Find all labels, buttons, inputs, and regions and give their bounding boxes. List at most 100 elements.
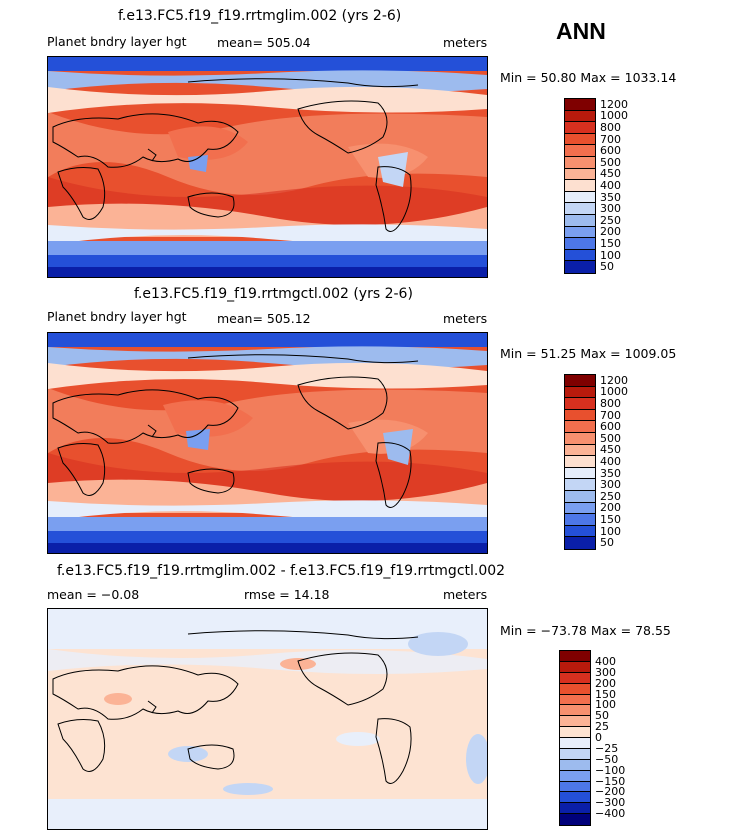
colorbar-label: 300 bbox=[600, 478, 621, 492]
colorbar-swatch bbox=[560, 792, 590, 804]
panel-2-title: f.e13.FC5.f19_f19.rrtmgctl.002 (yrs 2-6) bbox=[134, 286, 413, 302]
panel-1-title: f.e13.FC5.f19_f19.rrtmglim.002 (yrs 2-6) bbox=[118, 8, 402, 24]
colorbar-label: −50 bbox=[595, 752, 619, 766]
panel-3-minmax: Min = −73.78 Max = 78.55 bbox=[500, 623, 671, 638]
colorbar-label: 250 bbox=[600, 213, 621, 227]
colorbar-swatch bbox=[560, 672, 590, 684]
colorbar-label: 150 bbox=[595, 687, 616, 701]
colorbar-swatch bbox=[565, 133, 595, 146]
panel-2-mean: mean= 505.12 bbox=[217, 311, 311, 326]
colorbar-label: 400 bbox=[595, 654, 616, 668]
colorbar-swatch bbox=[560, 781, 590, 793]
colorbar-swatch bbox=[565, 226, 595, 239]
colorbar-swatch bbox=[565, 191, 595, 204]
season-label: ANN bbox=[556, 18, 606, 44]
colorbar-swatch bbox=[565, 110, 595, 123]
colorbar-label: 300 bbox=[600, 202, 621, 216]
colorbar-swatch bbox=[565, 456, 595, 468]
colorbar-label: 100 bbox=[600, 248, 621, 262]
colorbar-swatch bbox=[565, 122, 595, 134]
colorbar-label: 200 bbox=[600, 225, 621, 239]
colorbar-swatch bbox=[565, 168, 595, 181]
colorbar-label: −100 bbox=[595, 763, 626, 777]
colorbar-label: 350 bbox=[600, 466, 621, 480]
colorbar-label: 150 bbox=[600, 237, 621, 250]
panel-3-units: meters bbox=[443, 587, 488, 602]
colorbar-label: 500 bbox=[600, 155, 621, 169]
colorbar-swatch bbox=[560, 651, 590, 662]
colorbar-label: 250 bbox=[600, 489, 621, 503]
panel-3-mean: mean = −0.08 bbox=[47, 587, 140, 602]
colorbar-label: 800 bbox=[600, 397, 621, 410]
colorbar-swatch bbox=[560, 748, 590, 760]
colorbar-swatch bbox=[565, 180, 595, 192]
colorbar-label: 600 bbox=[600, 420, 621, 434]
panel-3-colorbar bbox=[559, 650, 591, 826]
colorbar-swatch bbox=[565, 203, 595, 215]
colorbar-label: 700 bbox=[600, 408, 621, 422]
colorbar-label: 50 bbox=[600, 536, 614, 550]
colorbar-swatch bbox=[560, 759, 590, 771]
panel-2-map bbox=[47, 332, 488, 554]
colorbar-swatch bbox=[565, 421, 595, 433]
panel-2-minmax: Min = 51.25 Max = 1009.05 bbox=[500, 346, 677, 361]
colorbar-label: 300 bbox=[595, 665, 616, 679]
colorbar-label: 1200 bbox=[600, 97, 628, 111]
colorbar-label: −200 bbox=[595, 785, 626, 799]
panel-1-map bbox=[47, 56, 488, 278]
colorbar-label: 350 bbox=[600, 190, 621, 204]
colorbar-swatch bbox=[560, 705, 590, 717]
colorbar-swatch bbox=[560, 814, 590, 825]
colorbar-label: 1000 bbox=[600, 109, 628, 123]
colorbar-swatch bbox=[560, 803, 590, 815]
colorbar-swatch bbox=[565, 467, 595, 480]
colorbar-swatch bbox=[565, 261, 595, 273]
colorbar-swatch bbox=[565, 537, 595, 549]
colorbar-label: 0 bbox=[595, 731, 602, 744]
colorbar-label: 450 bbox=[600, 443, 621, 457]
panel-1-colorbar bbox=[564, 98, 596, 274]
colorbar-label: 50 bbox=[595, 709, 609, 723]
colorbar-swatch bbox=[560, 727, 590, 738]
colorbar-swatch bbox=[565, 479, 595, 491]
colorbar-label: −150 bbox=[595, 774, 626, 788]
colorbar-label: 50 bbox=[600, 260, 614, 274]
colorbar-swatch bbox=[565, 249, 595, 262]
colorbar-swatch bbox=[565, 157, 595, 169]
colorbar-label: 1000 bbox=[600, 385, 628, 399]
colorbar-label: 400 bbox=[600, 455, 621, 468]
colorbar-label: −25 bbox=[595, 741, 619, 755]
colorbar-swatch bbox=[560, 770, 590, 782]
colorbar-label: 200 bbox=[600, 501, 621, 515]
colorbar-label: 100 bbox=[600, 524, 621, 538]
colorbar-label: 100 bbox=[595, 698, 616, 712]
colorbar-swatch bbox=[565, 145, 595, 157]
colorbar-swatch bbox=[565, 398, 595, 410]
panel-3-title: f.e13.FC5.f19_f19.rrtmglim.002 - f.e13.F… bbox=[57, 563, 506, 579]
panel-3-map bbox=[47, 608, 488, 830]
colorbar-label: 450 bbox=[600, 167, 621, 181]
colorbar-swatch bbox=[565, 409, 595, 422]
colorbar-swatch bbox=[560, 694, 590, 706]
colorbar-swatch bbox=[565, 444, 595, 457]
colorbar-label: 200 bbox=[595, 676, 616, 690]
colorbar-label: 700 bbox=[600, 132, 621, 146]
panel-2-colorbar bbox=[564, 374, 596, 550]
colorbar-swatch bbox=[565, 491, 595, 503]
panel-1-units: meters bbox=[443, 35, 488, 50]
colorbar-label: −400 bbox=[595, 807, 626, 821]
panel-1-mean: mean= 505.04 bbox=[217, 35, 311, 50]
colorbar-swatch bbox=[565, 99, 595, 111]
colorbar-swatch bbox=[565, 215, 595, 227]
colorbar-swatch bbox=[565, 514, 595, 526]
colorbar-swatch bbox=[565, 433, 595, 445]
panel-2-variable: Planet bndry layer hgt bbox=[47, 309, 187, 324]
colorbar-swatch bbox=[565, 386, 595, 399]
colorbar-label: 400 bbox=[600, 179, 621, 192]
colorbar-label: 800 bbox=[600, 121, 621, 134]
colorbar-swatch bbox=[560, 716, 590, 728]
colorbar-label: 1200 bbox=[600, 373, 628, 387]
colorbar-swatch bbox=[565, 238, 595, 250]
colorbar-label: 600 bbox=[600, 144, 621, 158]
panel-1-minmax: Min = 50.80 Max = 1033.14 bbox=[500, 70, 677, 85]
